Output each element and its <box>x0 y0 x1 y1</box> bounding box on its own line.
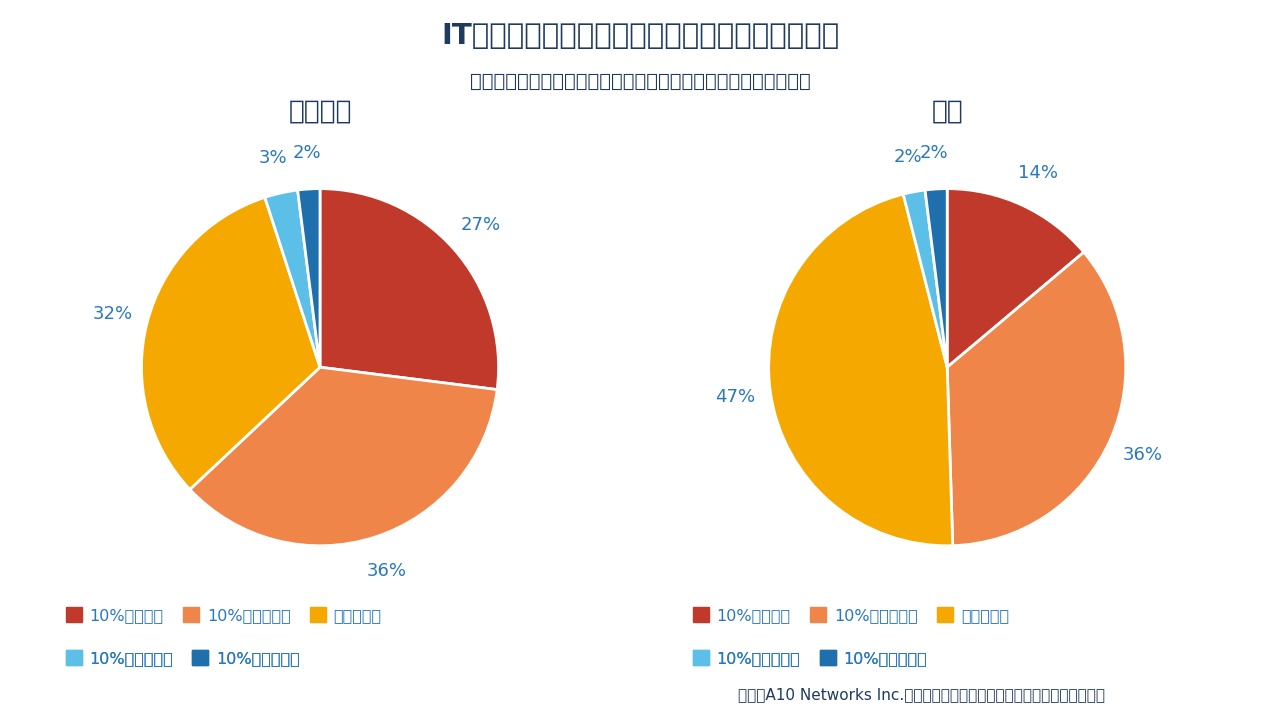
Text: 2%: 2% <box>919 144 948 162</box>
Text: 出典：A10 Networks Inc.「アプリケーションインテリジェンスレポート」: 出典：A10 Networks Inc.「アプリケーションインテリジェンスレポー… <box>739 687 1105 702</box>
Title: 世界全体: 世界全体 <box>288 99 352 125</box>
Wedge shape <box>189 367 497 546</box>
Title: 日本: 日本 <box>932 99 963 125</box>
Text: 次年度のセキュリティ予算がどれくらい変わると予想しますか？: 次年度のセキュリティ予算がどれくらい変わると予想しますか？ <box>470 72 810 91</box>
Legend: 10%未満の減少, 10%以上の減少: 10%未満の減少, 10%以上の減少 <box>59 644 306 672</box>
Wedge shape <box>298 189 320 367</box>
Text: 27%: 27% <box>461 217 500 235</box>
Wedge shape <box>947 252 1125 546</box>
Wedge shape <box>769 194 952 546</box>
Wedge shape <box>947 189 1084 367</box>
Text: 36%: 36% <box>1123 446 1162 464</box>
Wedge shape <box>904 190 947 367</box>
Text: 47%: 47% <box>716 388 755 406</box>
Wedge shape <box>320 189 498 390</box>
Text: 14%: 14% <box>1018 164 1057 182</box>
Text: 3%: 3% <box>259 149 288 167</box>
Text: 32%: 32% <box>92 305 133 323</box>
Text: IT管理者に聞くセキュリティ部門への投資の実態: IT管理者に聞くセキュリティ部門への投資の実態 <box>440 22 840 50</box>
Legend: 10%未満の減少, 10%以上の減少: 10%未満の減少, 10%以上の減少 <box>686 644 933 672</box>
Wedge shape <box>265 190 320 367</box>
Wedge shape <box>142 197 320 490</box>
Text: 2%: 2% <box>893 148 922 166</box>
Text: 36%: 36% <box>366 562 406 580</box>
Text: 2%: 2% <box>292 144 321 162</box>
Wedge shape <box>925 189 947 367</box>
